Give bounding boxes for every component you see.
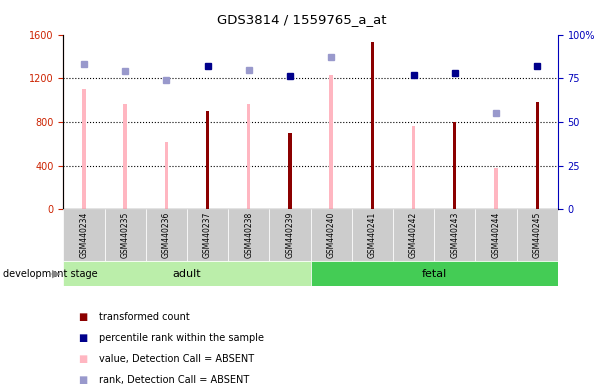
- Bar: [517, 209, 558, 261]
- Bar: [352, 209, 393, 261]
- Bar: [247, 104, 250, 209]
- Bar: [288, 133, 292, 209]
- Bar: [187, 209, 228, 261]
- Text: GSM440244: GSM440244: [491, 212, 500, 258]
- Text: GDS3814 / 1559765_a_at: GDS3814 / 1559765_a_at: [216, 13, 387, 26]
- Text: GSM440241: GSM440241: [368, 212, 377, 258]
- Bar: [165, 142, 168, 209]
- Text: ■: ■: [78, 375, 87, 384]
- Text: rank, Detection Call = ABSENT: rank, Detection Call = ABSENT: [99, 375, 250, 384]
- Text: GSM440234: GSM440234: [80, 212, 89, 258]
- Bar: [434, 209, 475, 261]
- Bar: [453, 122, 456, 209]
- Text: GSM440236: GSM440236: [162, 212, 171, 258]
- Bar: [393, 209, 434, 261]
- Bar: [270, 209, 311, 261]
- Bar: [311, 209, 352, 261]
- Text: development stage: development stage: [3, 268, 98, 279]
- Bar: [104, 209, 146, 261]
- Bar: [63, 209, 104, 261]
- Bar: [412, 126, 415, 209]
- Text: GSM440243: GSM440243: [450, 212, 459, 258]
- Bar: [146, 209, 187, 261]
- Text: percentile rank within the sample: percentile rank within the sample: [99, 333, 265, 343]
- Bar: [124, 104, 127, 209]
- Text: ■: ■: [78, 312, 87, 322]
- Text: adult: adult: [172, 268, 201, 279]
- Bar: [63, 261, 311, 286]
- Text: GSM440240: GSM440240: [327, 212, 336, 258]
- Text: GSM440239: GSM440239: [285, 212, 294, 258]
- Bar: [311, 261, 558, 286]
- Text: ■: ■: [78, 333, 87, 343]
- Bar: [535, 102, 539, 209]
- Bar: [82, 89, 86, 209]
- Text: fetal: fetal: [421, 268, 447, 279]
- Text: GSM440238: GSM440238: [244, 212, 253, 258]
- Bar: [371, 42, 374, 209]
- Bar: [206, 111, 209, 209]
- Text: ▶: ▶: [52, 268, 60, 279]
- Bar: [329, 75, 333, 209]
- Text: GSM440237: GSM440237: [203, 212, 212, 258]
- Bar: [228, 209, 270, 261]
- Text: transformed count: transformed count: [99, 312, 190, 322]
- Text: GSM440245: GSM440245: [532, 212, 541, 258]
- Text: GSM440242: GSM440242: [409, 212, 418, 258]
- Text: ■: ■: [78, 354, 87, 364]
- Text: value, Detection Call = ABSENT: value, Detection Call = ABSENT: [99, 354, 254, 364]
- Bar: [494, 168, 497, 209]
- Text: GSM440235: GSM440235: [121, 212, 130, 258]
- Bar: [475, 209, 517, 261]
